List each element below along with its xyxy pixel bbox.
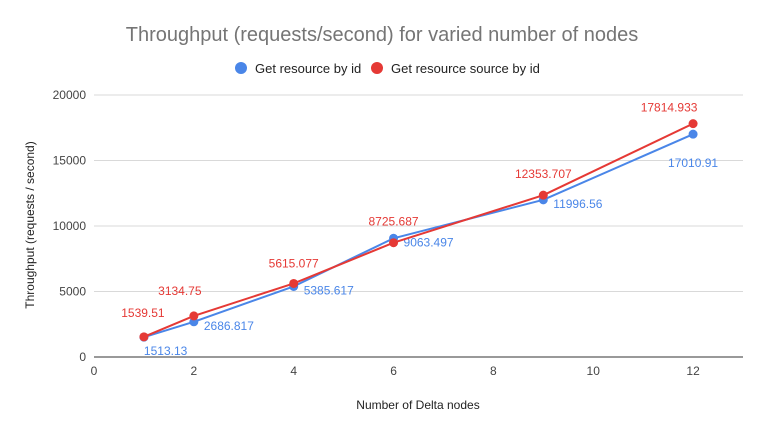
x-axis-label: Number of Delta nodes bbox=[356, 398, 479, 412]
y-tick-label: 5000 bbox=[59, 285, 86, 299]
x-tick-label: 0 bbox=[91, 364, 98, 378]
legend-label-get-resource-by-id: Get resource by id bbox=[255, 61, 361, 76]
data-label: 2686.817 bbox=[204, 319, 254, 333]
y-tick-label: 10000 bbox=[53, 219, 87, 233]
y-axis-ticks: 0 5000 10000 15000 20000 bbox=[53, 88, 87, 364]
data-label: 3134.75 bbox=[158, 284, 202, 298]
data-label: 8725.687 bbox=[369, 215, 419, 229]
data-label: 17814.933 bbox=[641, 101, 698, 115]
data-label: 1539.51 bbox=[121, 306, 165, 320]
series-1: 1539.51 3134.75 5615.077 8725.687 12353.707 1… bbox=[121, 101, 698, 342]
data-point bbox=[289, 278, 299, 288]
data-label: 9063.497 bbox=[404, 235, 454, 249]
data-point bbox=[189, 311, 199, 321]
series-0: 1513.13 2686.817 5385.617 9063.497 11996.56 1… bbox=[139, 129, 718, 358]
legend-marker-get-resource-source-by-id bbox=[371, 62, 383, 74]
legend-label-get-resource-source-by-id: Get resource source by id bbox=[391, 61, 540, 76]
data-point bbox=[688, 129, 698, 139]
x-tick-label: 8 bbox=[490, 364, 497, 378]
data-point bbox=[389, 238, 399, 248]
legend-marker-get-resource-by-id bbox=[235, 62, 247, 74]
x-tick-label: 12 bbox=[686, 364, 700, 378]
series-line bbox=[143, 122, 694, 338]
series-layer: 1513.132686.8175385.6179063.49711996.561… bbox=[121, 101, 718, 359]
data-point bbox=[538, 190, 548, 200]
data-point bbox=[688, 119, 698, 129]
x-tick-label: 10 bbox=[587, 364, 601, 378]
data-label: 11996.56 bbox=[553, 197, 602, 211]
y-tick-label: 0 bbox=[79, 350, 86, 364]
chart-title: Throughput (requests/second) for varied … bbox=[126, 24, 639, 46]
data-point bbox=[139, 332, 149, 342]
data-label: 1513.13 bbox=[144, 344, 188, 358]
x-axis-ticks: 0 2 4 6 8 10 12 bbox=[91, 364, 700, 378]
data-label: 5615.077 bbox=[269, 256, 319, 270]
y-tick-label: 20000 bbox=[53, 88, 87, 102]
data-label: 17010.91 bbox=[668, 156, 718, 170]
y-axis-label: Throughput (requests / second) bbox=[23, 141, 37, 308]
y-tick-label: 15000 bbox=[53, 154, 87, 168]
data-label: 12353.707 bbox=[515, 167, 572, 181]
x-tick-label: 6 bbox=[390, 364, 397, 378]
data-label: 5385.617 bbox=[304, 283, 354, 297]
x-tick-label: 4 bbox=[290, 364, 297, 378]
legend: Get resource by id Get resource source b… bbox=[235, 61, 540, 76]
x-tick-label: 2 bbox=[191, 364, 198, 378]
